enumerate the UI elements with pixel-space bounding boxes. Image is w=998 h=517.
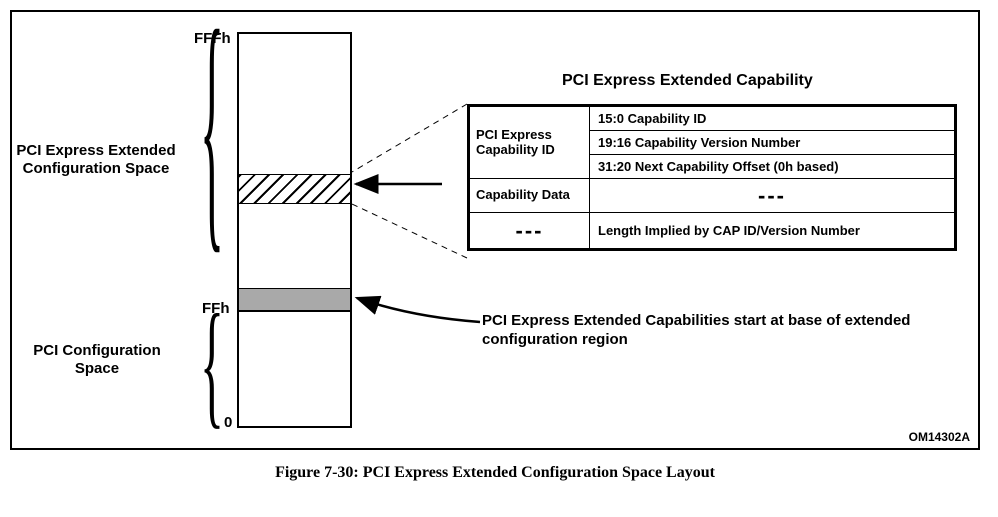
capability-title: PCI Express Extended Capability bbox=[562, 72, 813, 90]
callout-text: PCI Express Extended Capabilities start … bbox=[482, 312, 978, 350]
label-extended-space: PCI Express Extended Configuration Space bbox=[16, 142, 176, 178]
memory-ffh-divider bbox=[239, 310, 350, 312]
om-label: OM14302A bbox=[909, 430, 970, 444]
memory-hatched-region bbox=[239, 174, 350, 204]
label-config-space: PCI Configuration Space bbox=[32, 342, 162, 378]
cap-cell-bits-31-20: 31:20 Next Capability Offset (0h based) bbox=[590, 155, 954, 178]
cap-row-length: --- Length Implied by CAP ID/Version Num… bbox=[470, 213, 954, 248]
cap-cell-bits-19-16: 19:16 Capability Version Number bbox=[590, 131, 954, 155]
capability-table: PCI Express Capability ID 15:0 Capabilit… bbox=[467, 104, 957, 251]
cap-left-data: Capability Data bbox=[470, 179, 590, 212]
cap-left-id: PCI Express Capability ID bbox=[470, 107, 590, 178]
memory-column bbox=[237, 32, 352, 428]
addr-label-bottom: 0 bbox=[224, 414, 232, 431]
caption-text: PCI Express Extended Configuration Space… bbox=[363, 464, 715, 481]
cap-row-data: Capability Data --- bbox=[470, 179, 954, 213]
caption-label: Figure 7-30: bbox=[275, 464, 359, 481]
addr-label-top: FFFh bbox=[194, 30, 231, 47]
addr-label-mid: FFh bbox=[202, 300, 230, 317]
cap-cell-bits-15-0: 15:0 Capability ID bbox=[590, 107, 954, 131]
cap-right-stack: 15:0 Capability ID 19:16 Capability Vers… bbox=[590, 107, 954, 178]
cap-right-data-dash: --- bbox=[590, 179, 954, 212]
cap-row-header: PCI Express Capability ID 15:0 Capabilit… bbox=[470, 107, 954, 179]
cap-right-length: Length Implied by CAP ID/Version Number bbox=[590, 213, 954, 248]
cap-left-dash: --- bbox=[470, 213, 590, 248]
figure-caption: Figure 7-30: PCI Express Extended Config… bbox=[10, 464, 980, 482]
diagram-frame: FFFh FFh 0 { { PCI Express Extended Conf… bbox=[10, 10, 980, 450]
memory-grey-region bbox=[239, 288, 350, 310]
